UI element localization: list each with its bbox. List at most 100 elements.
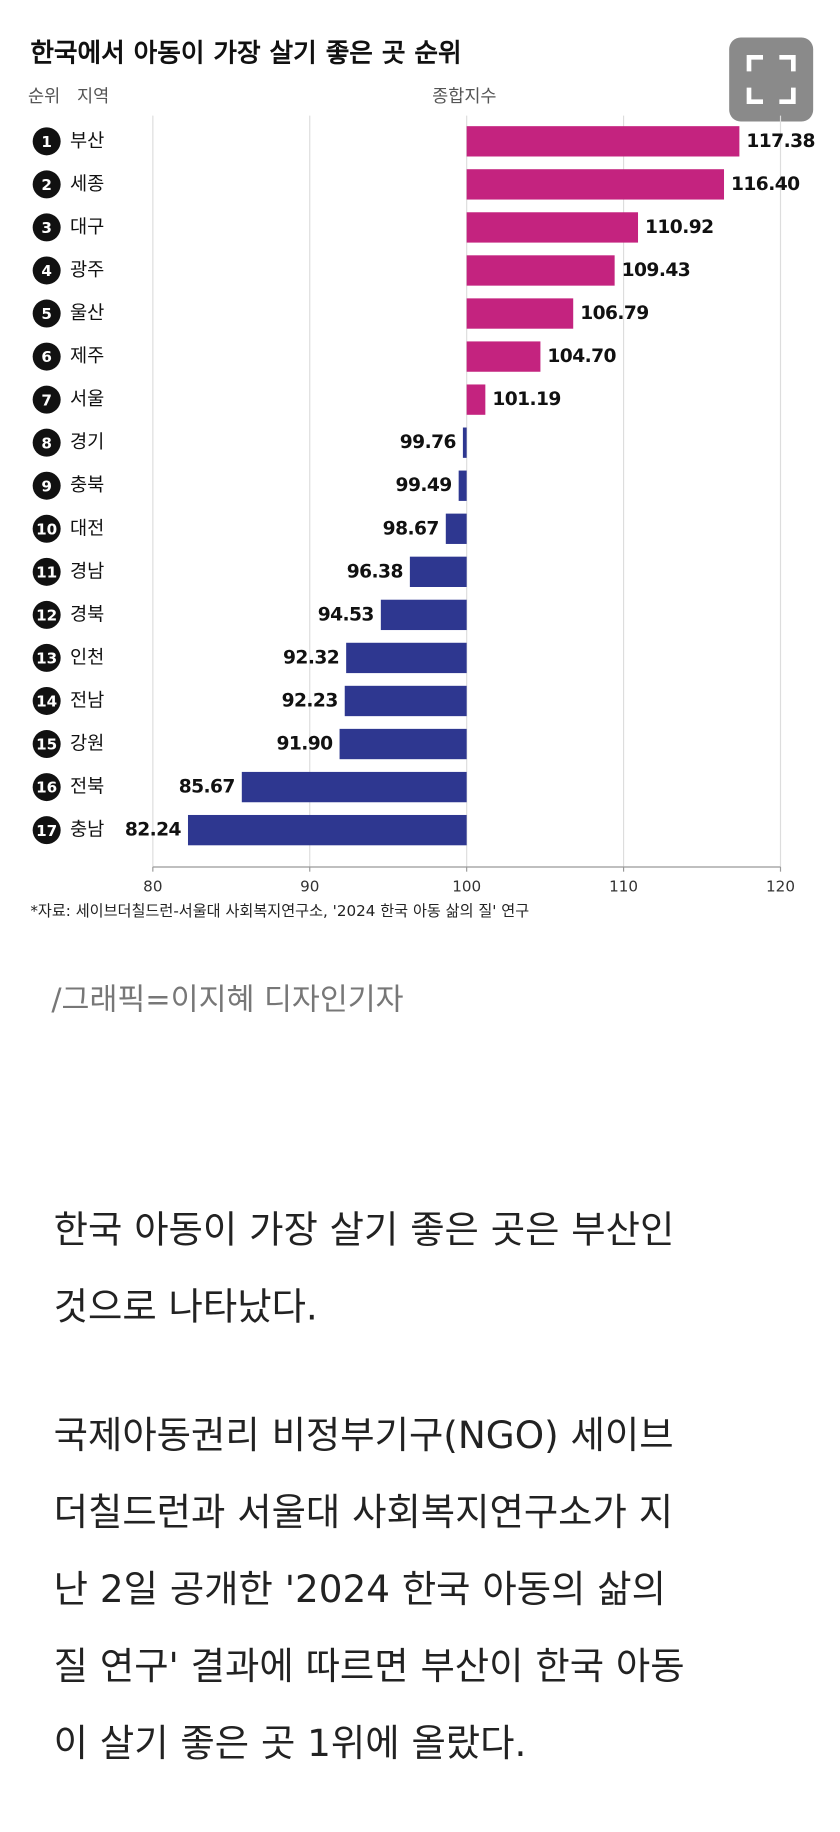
bar xyxy=(466,126,740,157)
bar xyxy=(409,556,467,587)
bar xyxy=(458,470,467,501)
rank-number: 15 xyxy=(36,736,57,754)
region-label: 충북 xyxy=(70,475,104,496)
region-header: 지역 xyxy=(77,87,109,107)
article-line: 국제아동권리 비정부기구(NGO) 세이브 xyxy=(54,1413,674,1457)
x-tick-label: 110 xyxy=(609,877,638,895)
expand-icon xyxy=(746,54,796,104)
chart-title: 한국에서 아동이 가장 살기 좋은 곳 순위 xyxy=(30,38,461,68)
region-label: 경남 xyxy=(70,561,104,582)
rank-number: 2 xyxy=(41,176,52,194)
rank-number: 4 xyxy=(41,262,52,280)
rank-badge xyxy=(32,428,61,457)
value-header: 종합지수 xyxy=(432,87,496,107)
bar xyxy=(466,212,639,243)
value-label: 92.32 xyxy=(283,647,339,668)
rank-badge xyxy=(32,342,61,371)
x-tick-label: 80 xyxy=(143,877,162,895)
source-note: *자료: 세이브더칠드런-서울대 사회복지연구소, '2024 한국 아동 삶의… xyxy=(30,902,529,920)
rank-number: 7 xyxy=(41,391,52,409)
value-label: 98.67 xyxy=(383,518,439,539)
rank-badge xyxy=(32,471,61,500)
bar xyxy=(466,169,725,200)
rank-number: 14 xyxy=(36,693,57,711)
region-label: 세종 xyxy=(70,174,104,195)
rank-number: 9 xyxy=(41,477,52,495)
rank-number: 1 xyxy=(41,133,52,151)
expand-button[interactable] xyxy=(729,37,814,122)
bar xyxy=(466,341,541,372)
region-label: 울산 xyxy=(70,303,104,324)
rank-badge xyxy=(32,213,61,242)
x-tick-label: 120 xyxy=(766,877,795,895)
bar xyxy=(380,599,467,631)
region-label: 서울 xyxy=(70,389,104,410)
rank-number: 8 xyxy=(41,434,52,452)
rank-badge xyxy=(32,385,61,414)
rank-number: 10 xyxy=(36,520,57,538)
region-label: 경북 xyxy=(70,604,104,625)
value-label: 94.53 xyxy=(318,604,374,625)
rank-badge xyxy=(32,514,61,543)
rank-badge xyxy=(32,816,61,845)
value-label: 104.70 xyxy=(547,346,616,367)
rank-number: 3 xyxy=(41,219,52,237)
bar xyxy=(466,255,615,286)
rank-badge xyxy=(32,600,61,629)
value-label: 117.38 xyxy=(746,131,815,152)
bar xyxy=(187,814,467,846)
value-label: 101.19 xyxy=(492,389,560,410)
bar xyxy=(462,427,467,458)
value-label: 96.38 xyxy=(347,561,403,582)
region-label: 광주 xyxy=(70,260,104,281)
rank-number: 5 xyxy=(41,305,52,323)
rank-number: 16 xyxy=(36,779,57,797)
value-label: 91.90 xyxy=(276,734,333,755)
rank-header: 순위 xyxy=(28,87,60,107)
article-line: 이 살기 좋은 곳 1위에 올랐다. xyxy=(54,1721,527,1765)
rank-number: 17 xyxy=(36,822,57,840)
region-label: 대전 xyxy=(70,518,104,539)
caption: /그래픽=이지혜 디자인기자 xyxy=(51,983,403,1018)
x-tick-label: 100 xyxy=(452,877,481,895)
bar xyxy=(466,384,486,415)
bar xyxy=(241,771,467,803)
value-label: 82.24 xyxy=(125,820,182,841)
rank-badge xyxy=(32,127,61,156)
region-label: 대구 xyxy=(70,217,104,238)
value-label: 99.49 xyxy=(396,475,452,496)
value-label: 92.23 xyxy=(282,690,338,711)
rank-badge xyxy=(32,643,61,672)
rank-badge xyxy=(32,256,61,285)
rank-badge xyxy=(32,170,61,199)
article-line: 난 2일 공개한 '2024 한국 아동의 삶의 xyxy=(54,1567,666,1611)
bar xyxy=(445,513,467,544)
value-label: 85.67 xyxy=(179,777,235,798)
article-line: 질 연구' 결과에 따르면 부산이 한국 아동 xyxy=(54,1644,685,1688)
rank-badge xyxy=(32,299,61,328)
region-label: 전북 xyxy=(70,777,104,798)
region-label: 강원 xyxy=(70,734,104,755)
region-label: 전남 xyxy=(70,690,104,711)
rank-number: 11 xyxy=(36,564,57,582)
rank-number: 12 xyxy=(36,607,57,625)
region-label: 제주 xyxy=(70,346,104,367)
article-line: 한국 아동이 가장 살기 좋은 곳은 부산인 xyxy=(54,1208,675,1252)
rank-badge xyxy=(32,730,61,759)
value-label: 116.40 xyxy=(731,174,800,195)
article-line: 것으로 나타났다. xyxy=(54,1285,318,1329)
bar xyxy=(339,728,467,760)
article-line: 더칠드런과 서울대 사회복지연구소가 지 xyxy=(54,1490,673,1534)
region-label: 경기 xyxy=(70,432,104,453)
rank-number: 6 xyxy=(41,348,52,366)
value-label: 110.92 xyxy=(645,217,714,238)
bar xyxy=(466,298,574,329)
region-label: 부산 xyxy=(70,131,104,152)
rank-badge xyxy=(32,557,61,586)
value-label: 106.79 xyxy=(580,303,649,324)
bar xyxy=(346,642,467,674)
x-tick-label: 90 xyxy=(300,877,319,895)
rank-badge xyxy=(32,773,61,802)
